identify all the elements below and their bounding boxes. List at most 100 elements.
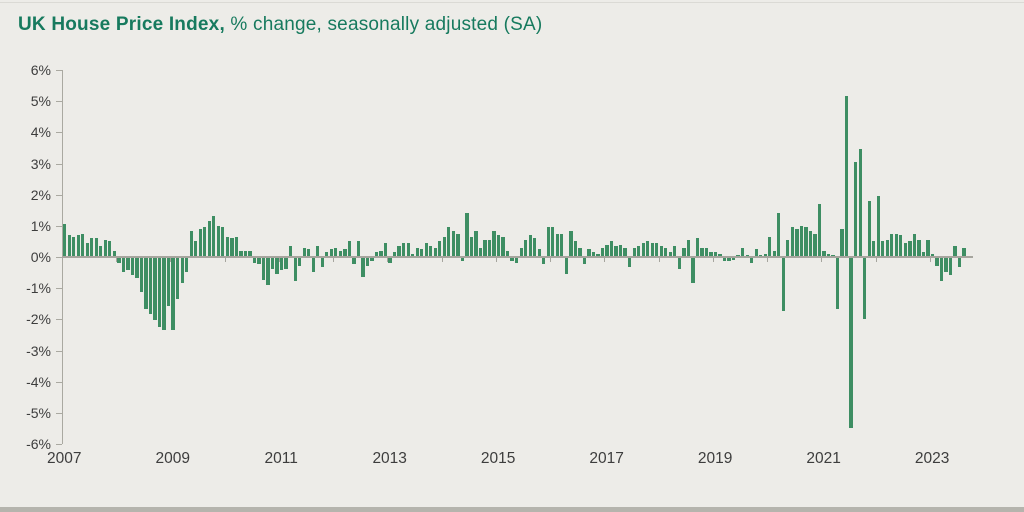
y-axis-tick [56,163,62,165]
bar [754,249,758,257]
bar [917,239,921,258]
bar [673,246,677,258]
bar [402,242,406,257]
bar [854,161,858,257]
bar [908,241,912,257]
bar [130,258,135,276]
bar [786,239,790,258]
bar [524,239,528,258]
x-axis-label: 2019 [697,450,733,467]
y-axis-label: -3% [26,342,51,359]
bar [121,258,126,273]
x-axis-year-tick [116,258,118,263]
bar [890,233,894,258]
bar [284,258,288,269]
bar [614,246,618,258]
y-axis-label: -2% [26,311,51,328]
bar [334,247,338,257]
bar [741,247,745,257]
bar [343,249,347,257]
y-axis-label: 3% [30,155,51,172]
y-axis-label: -1% [26,280,51,297]
bar [433,247,437,257]
bar [81,233,85,258]
bar [790,227,795,258]
x-axis-year-tick [604,258,606,263]
bar [212,216,216,257]
bar [935,258,939,266]
bar [840,228,844,257]
bar [293,258,297,282]
bar [234,236,239,257]
bar [637,246,641,258]
bar [939,258,944,282]
bar [279,258,284,271]
bar [777,213,781,257]
bar [795,228,799,257]
bar [225,236,230,257]
x-axis-year-tick [821,258,823,263]
x-axis-label: 2015 [480,450,516,467]
bar [257,258,261,265]
bar [921,252,926,258]
x-axis-label: 2017 [589,450,624,467]
bar [203,227,207,258]
bar [962,247,966,257]
y-axis-tick [56,412,62,414]
y-axis-tick [56,381,62,383]
bar [198,228,202,257]
bar [478,247,483,257]
x-axis-label: 2007 [47,450,82,467]
y-axis-tick [56,288,62,290]
bar [799,225,804,257]
bar [582,258,587,265]
bar [623,247,627,257]
bar [239,250,243,257]
x-axis-label: 2011 [264,450,298,467]
bar [311,258,315,273]
bar [307,249,311,257]
bar [194,241,198,257]
bar [555,233,559,258]
x-axis-year-tick [767,258,769,263]
x-axis-label: 2013 [372,450,407,467]
bar [668,252,672,258]
bar [957,258,962,268]
bar [392,252,397,258]
bar [641,242,645,257]
bar [695,238,700,257]
bar [826,253,831,257]
bar [768,236,772,257]
bar [822,250,826,257]
bar [176,258,180,299]
bar [438,241,442,257]
bar [252,258,257,263]
bar [460,258,465,262]
bar [704,247,709,257]
bar [763,253,767,257]
bar [266,258,270,285]
bar [90,238,94,257]
bar [420,249,424,257]
bar [722,258,727,262]
bar [863,258,867,319]
bar [709,252,713,258]
bar [374,252,379,258]
bar [772,250,776,257]
bar [63,224,67,257]
x-axis-year-tick [550,258,552,263]
bar [501,236,505,257]
bar [397,246,401,258]
bar [338,250,343,257]
bar [148,258,153,315]
bar [844,96,849,257]
bar [153,258,157,321]
bar [361,258,365,277]
bar [487,239,492,258]
bar [352,258,356,265]
x-axis-year-tick [278,258,280,263]
y-axis-tick [56,70,62,71]
bar [496,235,501,257]
bar [944,258,948,273]
